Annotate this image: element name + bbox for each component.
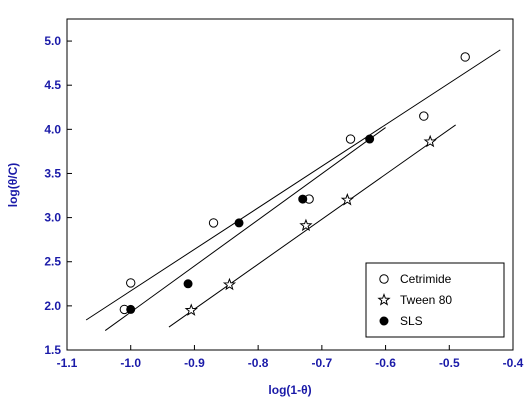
- point-cetrimide: [208, 218, 219, 228]
- legend-label-tween-80: Tween 80: [400, 293, 452, 307]
- legend-items: Cetrimide Tween 80 SLS: [377, 272, 452, 328]
- point-sls: [298, 194, 308, 204]
- point-tween-80: [340, 193, 354, 206]
- y-tick-label: 1.5: [44, 343, 61, 357]
- x-axis-label: log(1-θ): [268, 383, 311, 397]
- point-sls: [183, 279, 193, 289]
- point-sls: [234, 218, 244, 228]
- y-tick-label: 3.0: [44, 211, 61, 225]
- fit-line-tween-80: [168, 124, 456, 328]
- x-tick-label: -0.5: [439, 356, 460, 370]
- ticks: -1.1 -1.0 -0.9 -0.8 -0.7 -0.6 -0.5 -0.4 1.5 2.0 2.…: [44, 34, 523, 370]
- legend-marker-sls: [379, 316, 389, 326]
- y-tick-label: 3.5: [44, 166, 61, 180]
- point-cetrimide: [126, 278, 136, 288]
- legend-label-cetrimide: Cetrimide: [400, 272, 452, 286]
- legend-label-sls: SLS: [400, 314, 423, 328]
- x-tick-label: -0.7: [312, 356, 333, 370]
- x-tick-label: -0.8: [248, 356, 269, 370]
- point-cetrimide: [345, 134, 356, 144]
- legend-marker-cetrimide: [379, 274, 389, 284]
- y-tick-label: 5.0: [44, 34, 61, 48]
- point-cetrimide: [419, 111, 429, 121]
- point-sls: [365, 134, 375, 144]
- data-points: [119, 52, 470, 316]
- y-tick-label: 4.0: [44, 122, 61, 136]
- plot-frame: [66, 18, 514, 351]
- legend: Cetrimide Tween 80 SLS: [365, 262, 505, 338]
- x-tick-label: -1.0: [120, 356, 141, 370]
- point-tween-80: [222, 277, 237, 291]
- x-tick-label: -0.6: [375, 356, 396, 370]
- point-tween-80: [299, 218, 313, 232]
- point-tween-80: [423, 134, 437, 148]
- point-tween-80: [184, 303, 198, 316]
- y-tick-label: 2.0: [44, 299, 61, 313]
- x-tick-label: -0.9: [184, 356, 205, 370]
- y-axis-label: log(θ/C): [6, 163, 20, 207]
- point-sls: [126, 304, 136, 314]
- fit-lines: [85, 49, 501, 331]
- legend-marker-tween-80: [377, 293, 391, 306]
- x-tick-label: -0.4: [503, 356, 524, 370]
- x-tick-label: -1.1: [57, 356, 78, 370]
- legend-box: [365, 262, 505, 338]
- fit-line-cetrimide: [85, 49, 501, 321]
- fit-line-sls: [104, 127, 386, 331]
- point-cetrimide: [460, 52, 470, 62]
- y-tick-label: 4.5: [44, 78, 61, 92]
- y-tick-label: 2.5: [44, 255, 61, 269]
